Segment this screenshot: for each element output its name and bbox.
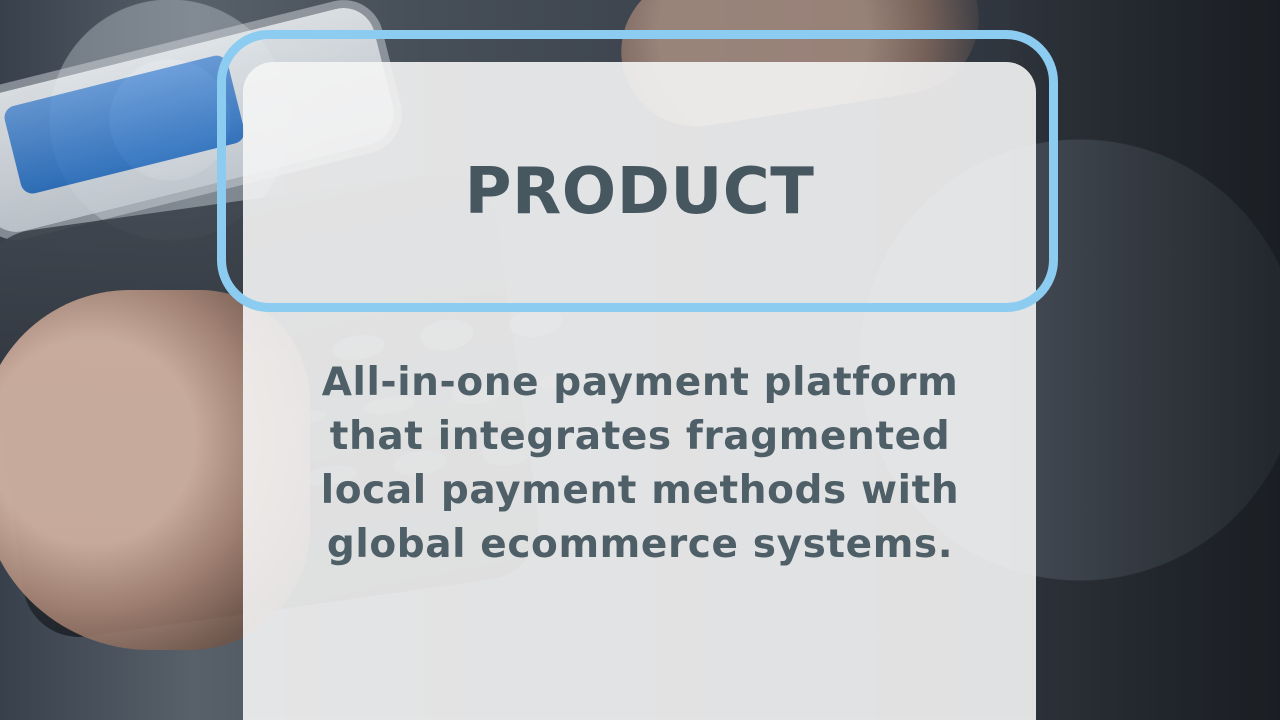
slide-description: All-in-one payment platform that integra… — [320, 360, 960, 567]
slide-title: PRODUCT — [464, 155, 815, 229]
background-phone-screen — [1, 53, 247, 197]
content-panel — [243, 62, 1036, 720]
title-frame — [217, 30, 1058, 312]
